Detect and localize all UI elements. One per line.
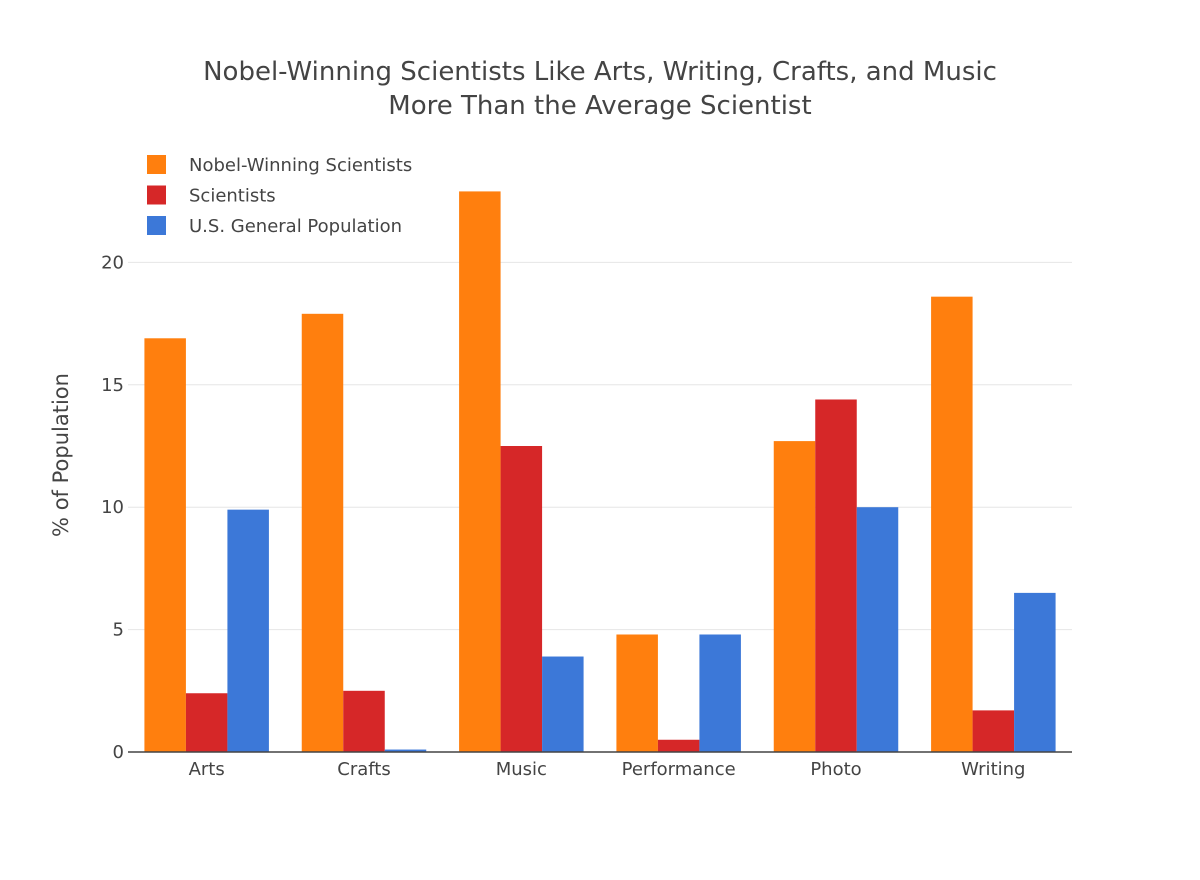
chart-title-line-1: Nobel-Winning Scientists Like Arts, Writ… bbox=[203, 57, 997, 87]
bar[interactable] bbox=[699, 634, 741, 752]
legend-swatch[interactable] bbox=[147, 185, 166, 205]
bar[interactable] bbox=[657, 739, 700, 752]
bar[interactable] bbox=[542, 656, 584, 752]
legend-label[interactable]: U.S. General Population bbox=[189, 216, 402, 237]
bar[interactable] bbox=[301, 313, 344, 752]
bar[interactable] bbox=[144, 338, 186, 752]
legend[interactable]: Nobel-Winning Scientists Scientists U.S. G… bbox=[147, 155, 412, 237]
bar[interactable] bbox=[459, 191, 501, 752]
chart-title-line-2: More Than the Average Scientist bbox=[388, 91, 811, 121]
bar[interactable] bbox=[815, 399, 857, 752]
bar[interactable] bbox=[931, 296, 973, 752]
x-tick-label: Photo bbox=[810, 759, 861, 780]
y-tick-label: 0 bbox=[113, 742, 124, 763]
y-tick-label: 10 bbox=[101, 497, 124, 518]
x-tick-label: Writing bbox=[961, 759, 1025, 780]
bar[interactable] bbox=[616, 634, 658, 752]
x-tick-label: Music bbox=[496, 759, 547, 780]
gridlines bbox=[128, 261, 1072, 631]
x-tick-label: Arts bbox=[189, 759, 225, 780]
bar[interactable] bbox=[1014, 592, 1056, 752]
y-axis-title: % of Population bbox=[49, 373, 73, 537]
legend-label[interactable]: Scientists bbox=[189, 186, 276, 207]
y-tick-label: 15 bbox=[101, 375, 124, 396]
bar[interactable] bbox=[227, 509, 269, 752]
x-tick-labels: Arts Crafts Music Performance Photo Writing bbox=[189, 759, 1026, 780]
bar[interactable] bbox=[384, 749, 427, 752]
bar[interactable] bbox=[500, 446, 543, 752]
legend-label[interactable]: Nobel-Winning Scientists bbox=[189, 155, 412, 176]
bar[interactable] bbox=[773, 441, 816, 752]
y-tick-label: 5 bbox=[113, 620, 124, 641]
x-tick-label: Performance bbox=[622, 759, 736, 780]
y-tick-labels: 0 5 10 15 20 bbox=[101, 252, 124, 763]
bars bbox=[144, 191, 1056, 752]
y-tick-label: 20 bbox=[101, 252, 124, 273]
legend-swatch[interactable] bbox=[147, 155, 166, 174]
x-tick-label: Crafts bbox=[337, 759, 390, 780]
bar[interactable] bbox=[856, 507, 899, 752]
bar[interactable] bbox=[185, 693, 228, 752]
bar[interactable] bbox=[343, 690, 385, 752]
bar[interactable] bbox=[972, 710, 1015, 752]
legend-swatch[interactable] bbox=[147, 216, 166, 235]
